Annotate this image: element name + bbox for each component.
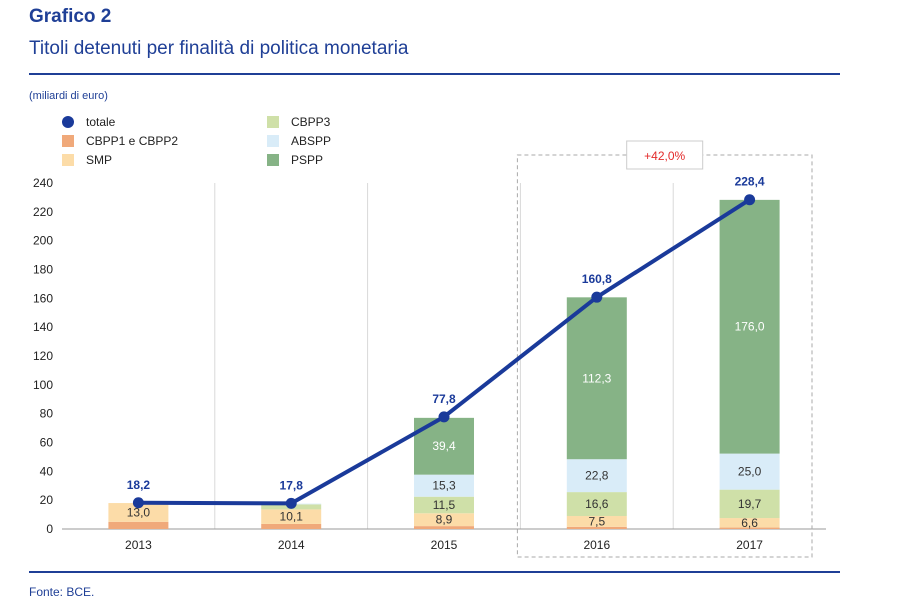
- bar-abspp: [414, 474, 474, 497]
- y-tick-label: 140: [33, 320, 53, 334]
- bar-pspp: [566, 297, 627, 460]
- total-point: [591, 291, 603, 303]
- data-label-pspp: 112,3: [582, 371, 611, 385]
- legend-label-abspp: ABSPP: [291, 134, 332, 148]
- data-label-abspp: 25,0: [738, 465, 762, 479]
- bar-smp: [566, 516, 627, 527]
- source-note: Fonte: BCE.: [29, 585, 95, 599]
- bar-cbpp12: [566, 526, 627, 529]
- bottom-rule: [29, 571, 840, 573]
- legend-item-pspp: PSPP: [267, 152, 323, 168]
- legend-item-cbpp3: CBPP3: [267, 114, 330, 130]
- annotation-label: +42,0%: [644, 149, 685, 163]
- bar-smp: [108, 503, 169, 522]
- y-tick-label: 100: [33, 378, 53, 392]
- x-tick-label: 2014: [278, 538, 305, 552]
- legend-label-smp: SMP: [86, 153, 113, 167]
- total-point: [438, 411, 450, 423]
- total-point: [744, 194, 756, 206]
- x-tick-label: 2017: [736, 538, 763, 552]
- legend: totale CBPP1 e CBPP2 SMP CBPP3 ABSPP PSP…: [62, 114, 462, 174]
- legend-label-cbpp12: CBPP1 e CBPP2: [86, 134, 179, 148]
- bar-abspp: [719, 453, 780, 490]
- annotation-badge: [626, 140, 704, 170]
- x-tick-label: 2015: [431, 538, 458, 552]
- bar-smp: [719, 518, 780, 528]
- data-label-smp: 10,1: [280, 510, 304, 524]
- total-value-label: 77,8: [432, 392, 456, 406]
- bar-cbpp12: [414, 526, 474, 529]
- total-point: [132, 497, 144, 509]
- legend-item-cbpp12: CBPP1 e CBPP2: [62, 133, 178, 149]
- data-label-pspp: 39,4: [432, 439, 456, 453]
- data-label-smp: 6,6: [741, 516, 758, 530]
- legend-swatch-pspp: [267, 154, 279, 166]
- x-tick-label: 2013: [125, 538, 152, 552]
- y-tick-label: 60: [40, 436, 54, 450]
- bar-cbpp3: [414, 496, 474, 514]
- bar-cbpp3: [566, 492, 627, 517]
- bar-pspp: [719, 199, 780, 454]
- top-rule: [29, 73, 840, 75]
- data-label-smp: 7,5: [588, 514, 605, 528]
- total-value-label: 18,2: [127, 478, 151, 492]
- unit-label: (miliardi di euro): [29, 90, 108, 102]
- y-tick-label: 40: [40, 464, 54, 478]
- bar-cbpp12: [719, 527, 780, 529]
- data-label-smp: 8,9: [436, 513, 453, 527]
- total-value-label: 17,8: [280, 478, 304, 492]
- data-label-cbpp3: 11,5: [433, 498, 456, 512]
- legend-swatch-smp: [62, 154, 74, 166]
- legend-swatch-cbpp3: [267, 116, 279, 128]
- y-tick-label: 0: [46, 522, 53, 536]
- y-tick-label: 240: [33, 176, 53, 190]
- chart-title: Grafico 2: [29, 6, 112, 27]
- x-tick-label: 2016: [583, 538, 610, 552]
- legend-label-totale: totale: [86, 115, 116, 129]
- legend-swatch-abspp: [267, 135, 279, 147]
- y-tick-label: 220: [33, 205, 53, 219]
- y-tick-label: 180: [33, 263, 53, 277]
- bar-cbpp12: [108, 521, 169, 529]
- data-label-abspp: 22,8: [585, 469, 609, 483]
- legend-marker-totale: [62, 116, 74, 128]
- data-label-abspp: 15,3: [432, 479, 456, 493]
- total-value-label: 160,8: [582, 272, 612, 286]
- legend-label-cbpp3: CBPP3: [291, 115, 331, 129]
- bar-cbpp12: [261, 523, 322, 529]
- total-point: [285, 497, 297, 509]
- bar-smp: [414, 513, 474, 527]
- chart-subtitle: Titoli detenuti per finalità di politica…: [29, 38, 409, 59]
- data-label-cbpp3: 16,6: [585, 497, 609, 511]
- legend-item-smp: SMP: [62, 152, 112, 168]
- y-tick-label: 80: [40, 407, 54, 421]
- y-tick-label: 200: [33, 234, 53, 248]
- data-label-cbpp3: 19,7: [738, 497, 762, 511]
- bar-abspp: [566, 459, 627, 493]
- legend-item-totale: totale: [62, 114, 115, 130]
- total-value-label: 228,4: [735, 175, 765, 189]
- bar-cbpp3: [719, 489, 780, 519]
- legend-item-abspp: ABSPP: [267, 133, 331, 149]
- legend-label-pspp: PSPP: [291, 153, 324, 167]
- y-tick-label: 120: [33, 349, 53, 363]
- legend-swatch-cbpp12: [62, 135, 74, 147]
- y-tick-label: 20: [40, 493, 54, 507]
- data-label-pspp: 176,0: [735, 320, 765, 334]
- y-tick-label: 160: [33, 291, 53, 305]
- data-label-smp: 13,0: [127, 505, 151, 519]
- bar-smp: [261, 509, 322, 524]
